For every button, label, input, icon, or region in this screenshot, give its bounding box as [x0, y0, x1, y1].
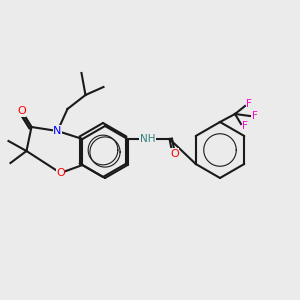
Text: F: F: [246, 99, 252, 109]
Text: NH: NH: [140, 134, 155, 144]
Text: O: O: [17, 106, 26, 116]
Text: O: O: [56, 168, 65, 178]
Text: N: N: [53, 126, 62, 136]
Text: O: O: [170, 149, 179, 159]
Text: F: F: [242, 121, 248, 131]
Text: F: F: [252, 111, 258, 121]
